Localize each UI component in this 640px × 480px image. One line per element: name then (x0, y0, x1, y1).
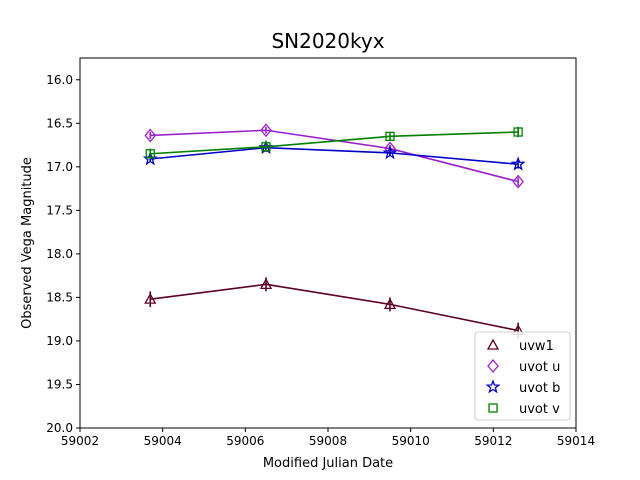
data-point (510, 156, 526, 171)
series-uvot-v (145, 126, 523, 159)
data-point (382, 145, 398, 160)
data-point (145, 149, 155, 159)
legend-marker (487, 358, 499, 374)
chart-title: SN2020kyx (271, 29, 384, 53)
series-uvw1 (144, 277, 525, 339)
x-tick-label: 59002 (61, 434, 99, 448)
series-line-uvot-v (150, 131, 519, 155)
data-point (260, 123, 272, 138)
x-tick-label: 59014 (557, 434, 595, 448)
legend-marker (486, 338, 500, 350)
y-tick-label: 18.5 (46, 290, 73, 304)
legend-label: uvot v (519, 402, 560, 417)
legend-marker (488, 403, 498, 413)
y-tick-label: 19.5 (46, 377, 73, 391)
y-tick-label: 19.0 (46, 334, 73, 348)
y-tick-label: 16.0 (46, 73, 73, 87)
data-point (512, 174, 524, 189)
y-axis-label: Observed Vega Magnitude (20, 157, 35, 329)
legend-label: uvot b (519, 381, 560, 396)
x-tick-label: 59010 (392, 434, 430, 448)
x-axis-label: Modified Julian Date (263, 456, 393, 471)
legend: uvw1 uvot u uvot b uvot v (474, 331, 571, 421)
data-point (144, 128, 157, 143)
y-tick-label: 17.5 (46, 203, 73, 217)
axes-frame (79, 57, 577, 429)
legend-label: uvw1 (519, 339, 554, 354)
y-tick-label: 20.0 (46, 421, 73, 435)
data-point (259, 278, 273, 290)
legend-label: uvot u (519, 360, 560, 375)
y-tick-label: 17.0 (46, 160, 73, 174)
legend-box (474, 331, 571, 421)
series-line-uvw1 (150, 283, 519, 332)
data-point (383, 298, 397, 310)
axis-ticks: 59002 59004 59006 59008 59010 59012 59014 16.0 1… (46, 73, 595, 448)
y-tick-label: 18.0 (46, 247, 73, 261)
x-tick-label: 59012 (474, 434, 512, 448)
series-line-uvot-b (150, 146, 519, 166)
x-tick-label: 59004 (144, 434, 182, 448)
data-point (385, 131, 395, 142)
y-tick-label: 16.5 (46, 116, 73, 130)
legend-marker (485, 379, 501, 394)
data-point (144, 292, 157, 304)
x-tick-label: 59008 (309, 434, 347, 448)
data-point (513, 127, 523, 137)
series-line-uvot-u (150, 129, 519, 183)
x-tick-label: 59006 (226, 434, 264, 448)
data-point (261, 142, 271, 152)
plot-area (142, 123, 526, 339)
